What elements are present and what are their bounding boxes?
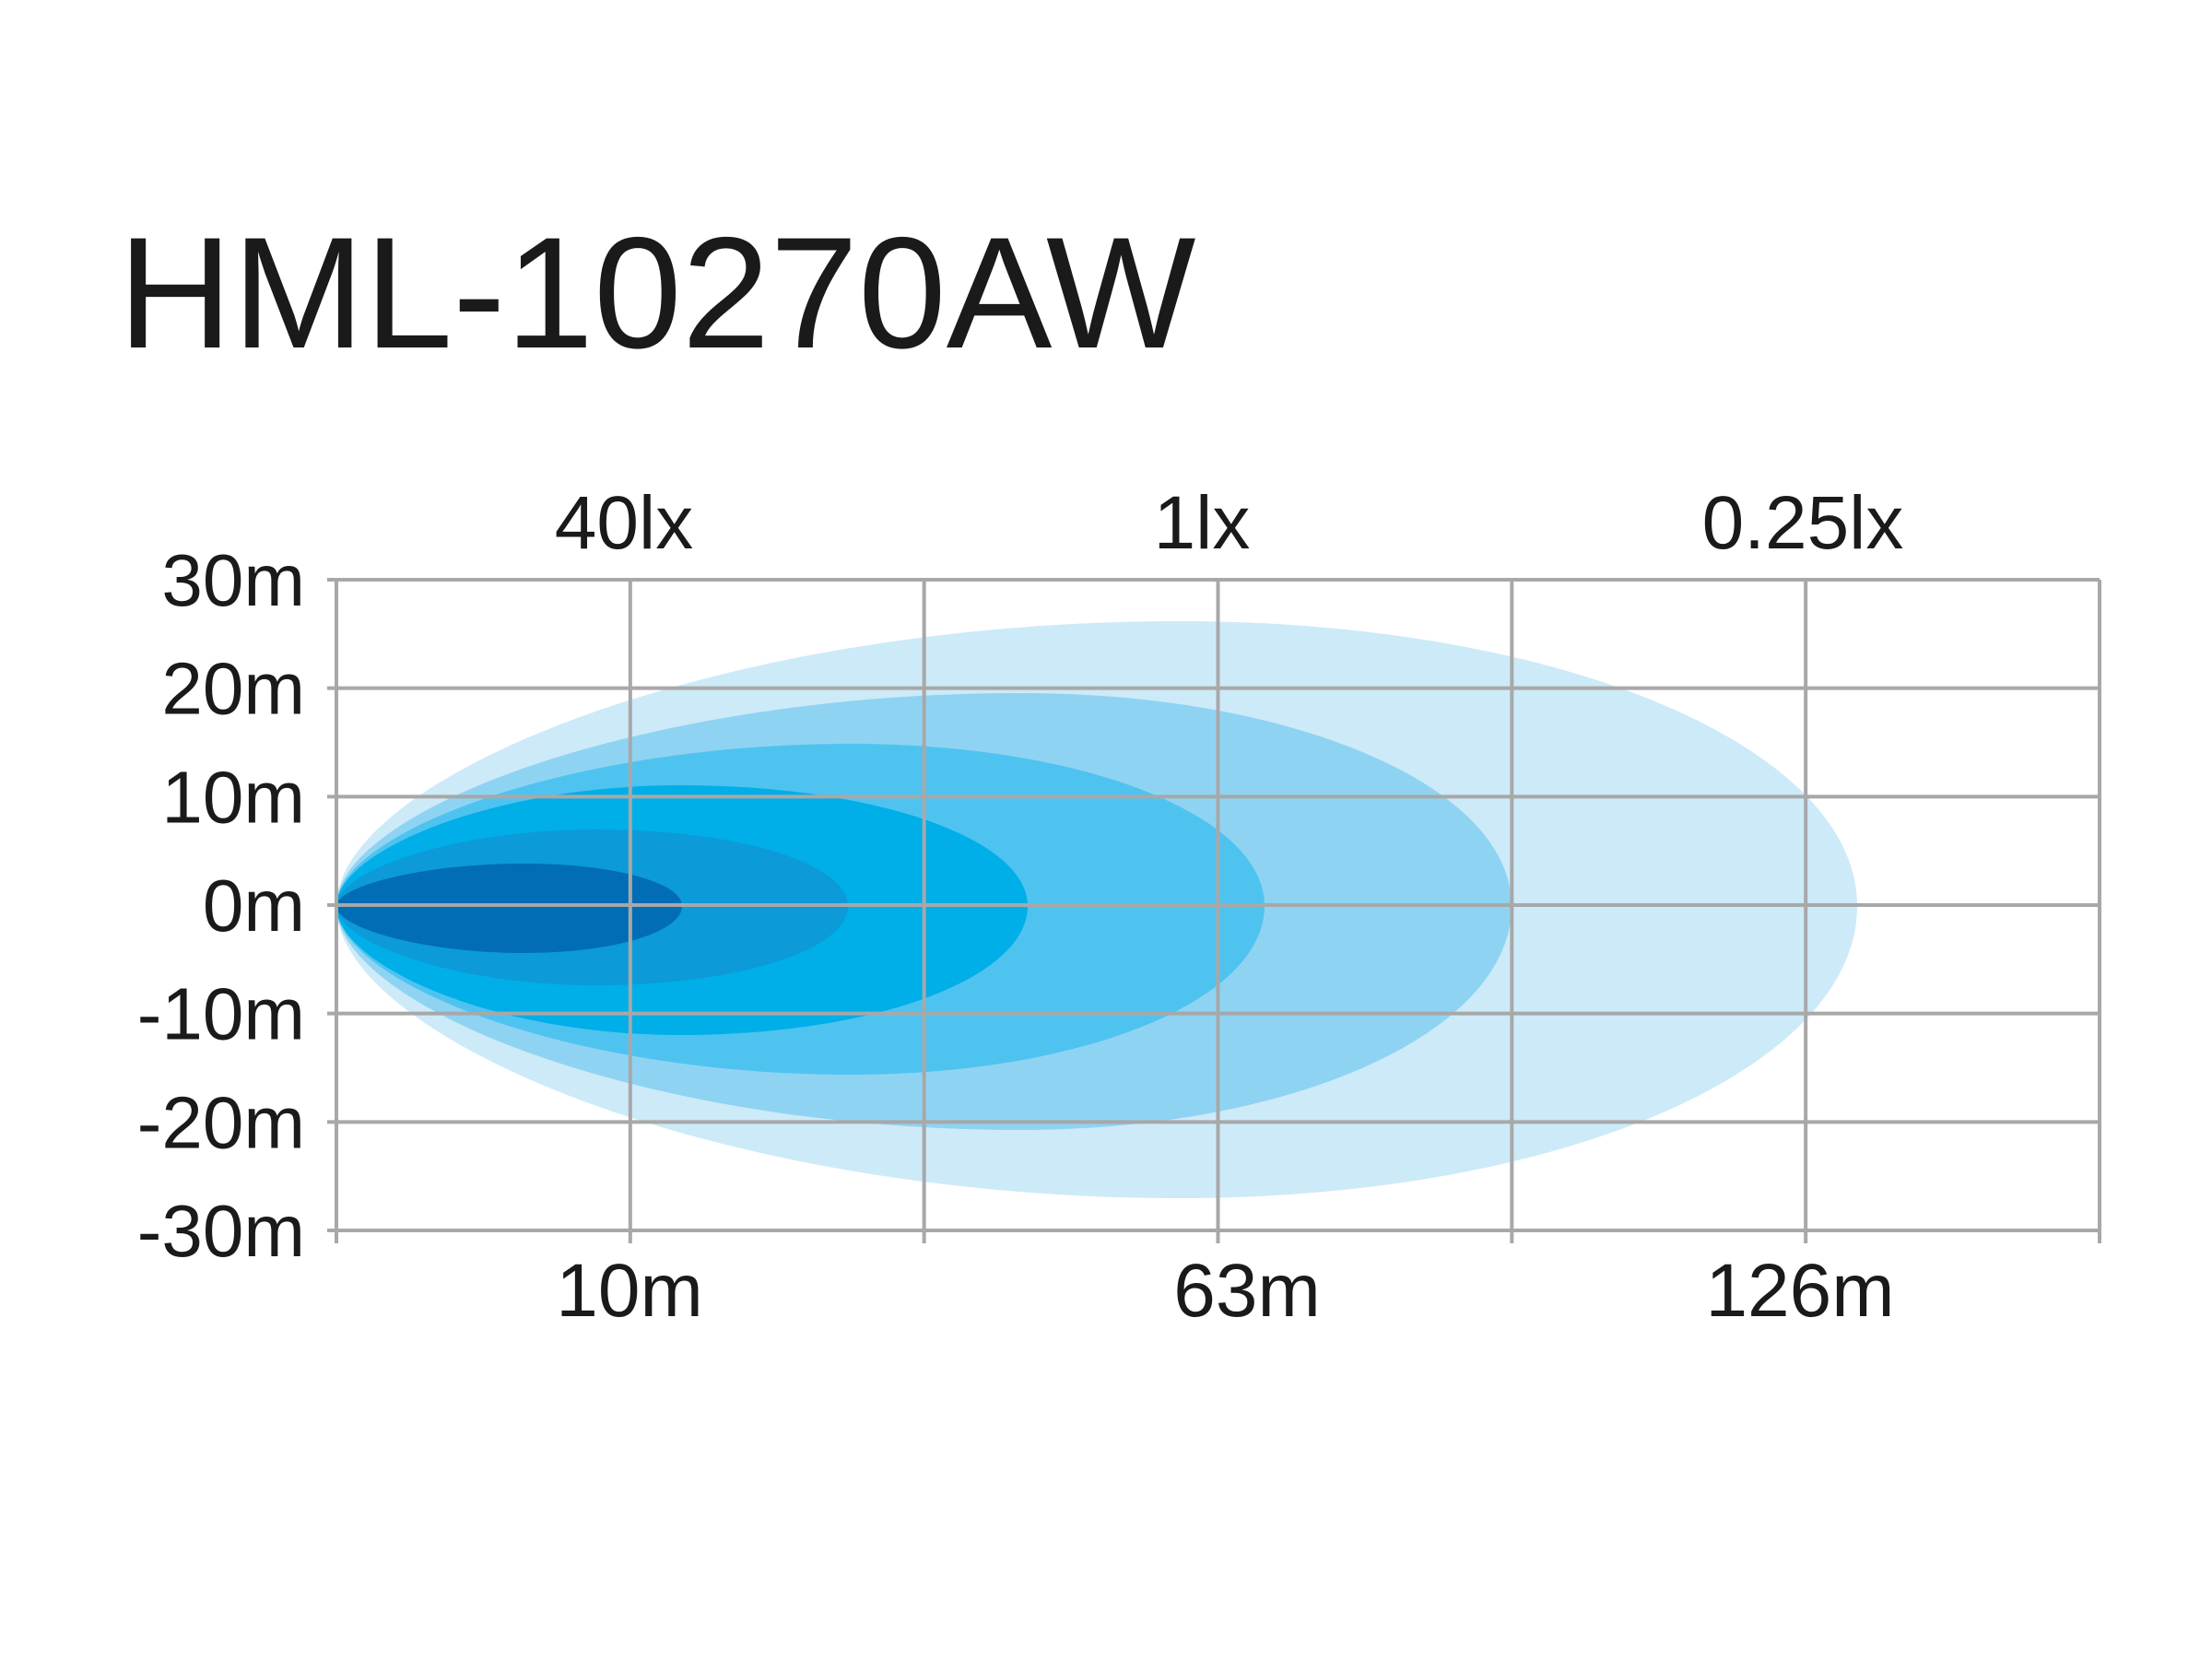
grid	[327, 578, 2101, 1243]
distance-label: 10m	[556, 1249, 703, 1333]
distance-label: 126m	[1705, 1249, 1894, 1333]
y-label: 20m	[161, 648, 305, 730]
y-label: 30m	[161, 539, 305, 621]
y-label: -10m	[137, 973, 305, 1055]
lux-label: 0.25lx	[1702, 481, 1904, 565]
title: HML-10270AW	[118, 205, 1195, 382]
y-label: 0m	[203, 865, 305, 947]
y-label: 10m	[161, 756, 305, 838]
lux-label: 1lx	[1154, 481, 1251, 565]
labels: 30m 20m 10m 0m -10m -20m -30m 40lx 1lx 0.25lx 10m 6…	[137, 481, 1904, 1333]
lux-label: 40lx	[555, 481, 693, 565]
beam-pattern	[336, 621, 1857, 1198]
y-label: -20m	[137, 1081, 305, 1163]
isolux-zone	[336, 864, 682, 953]
y-label: -30m	[137, 1190, 305, 1272]
distance-label: 63m	[1173, 1249, 1321, 1333]
